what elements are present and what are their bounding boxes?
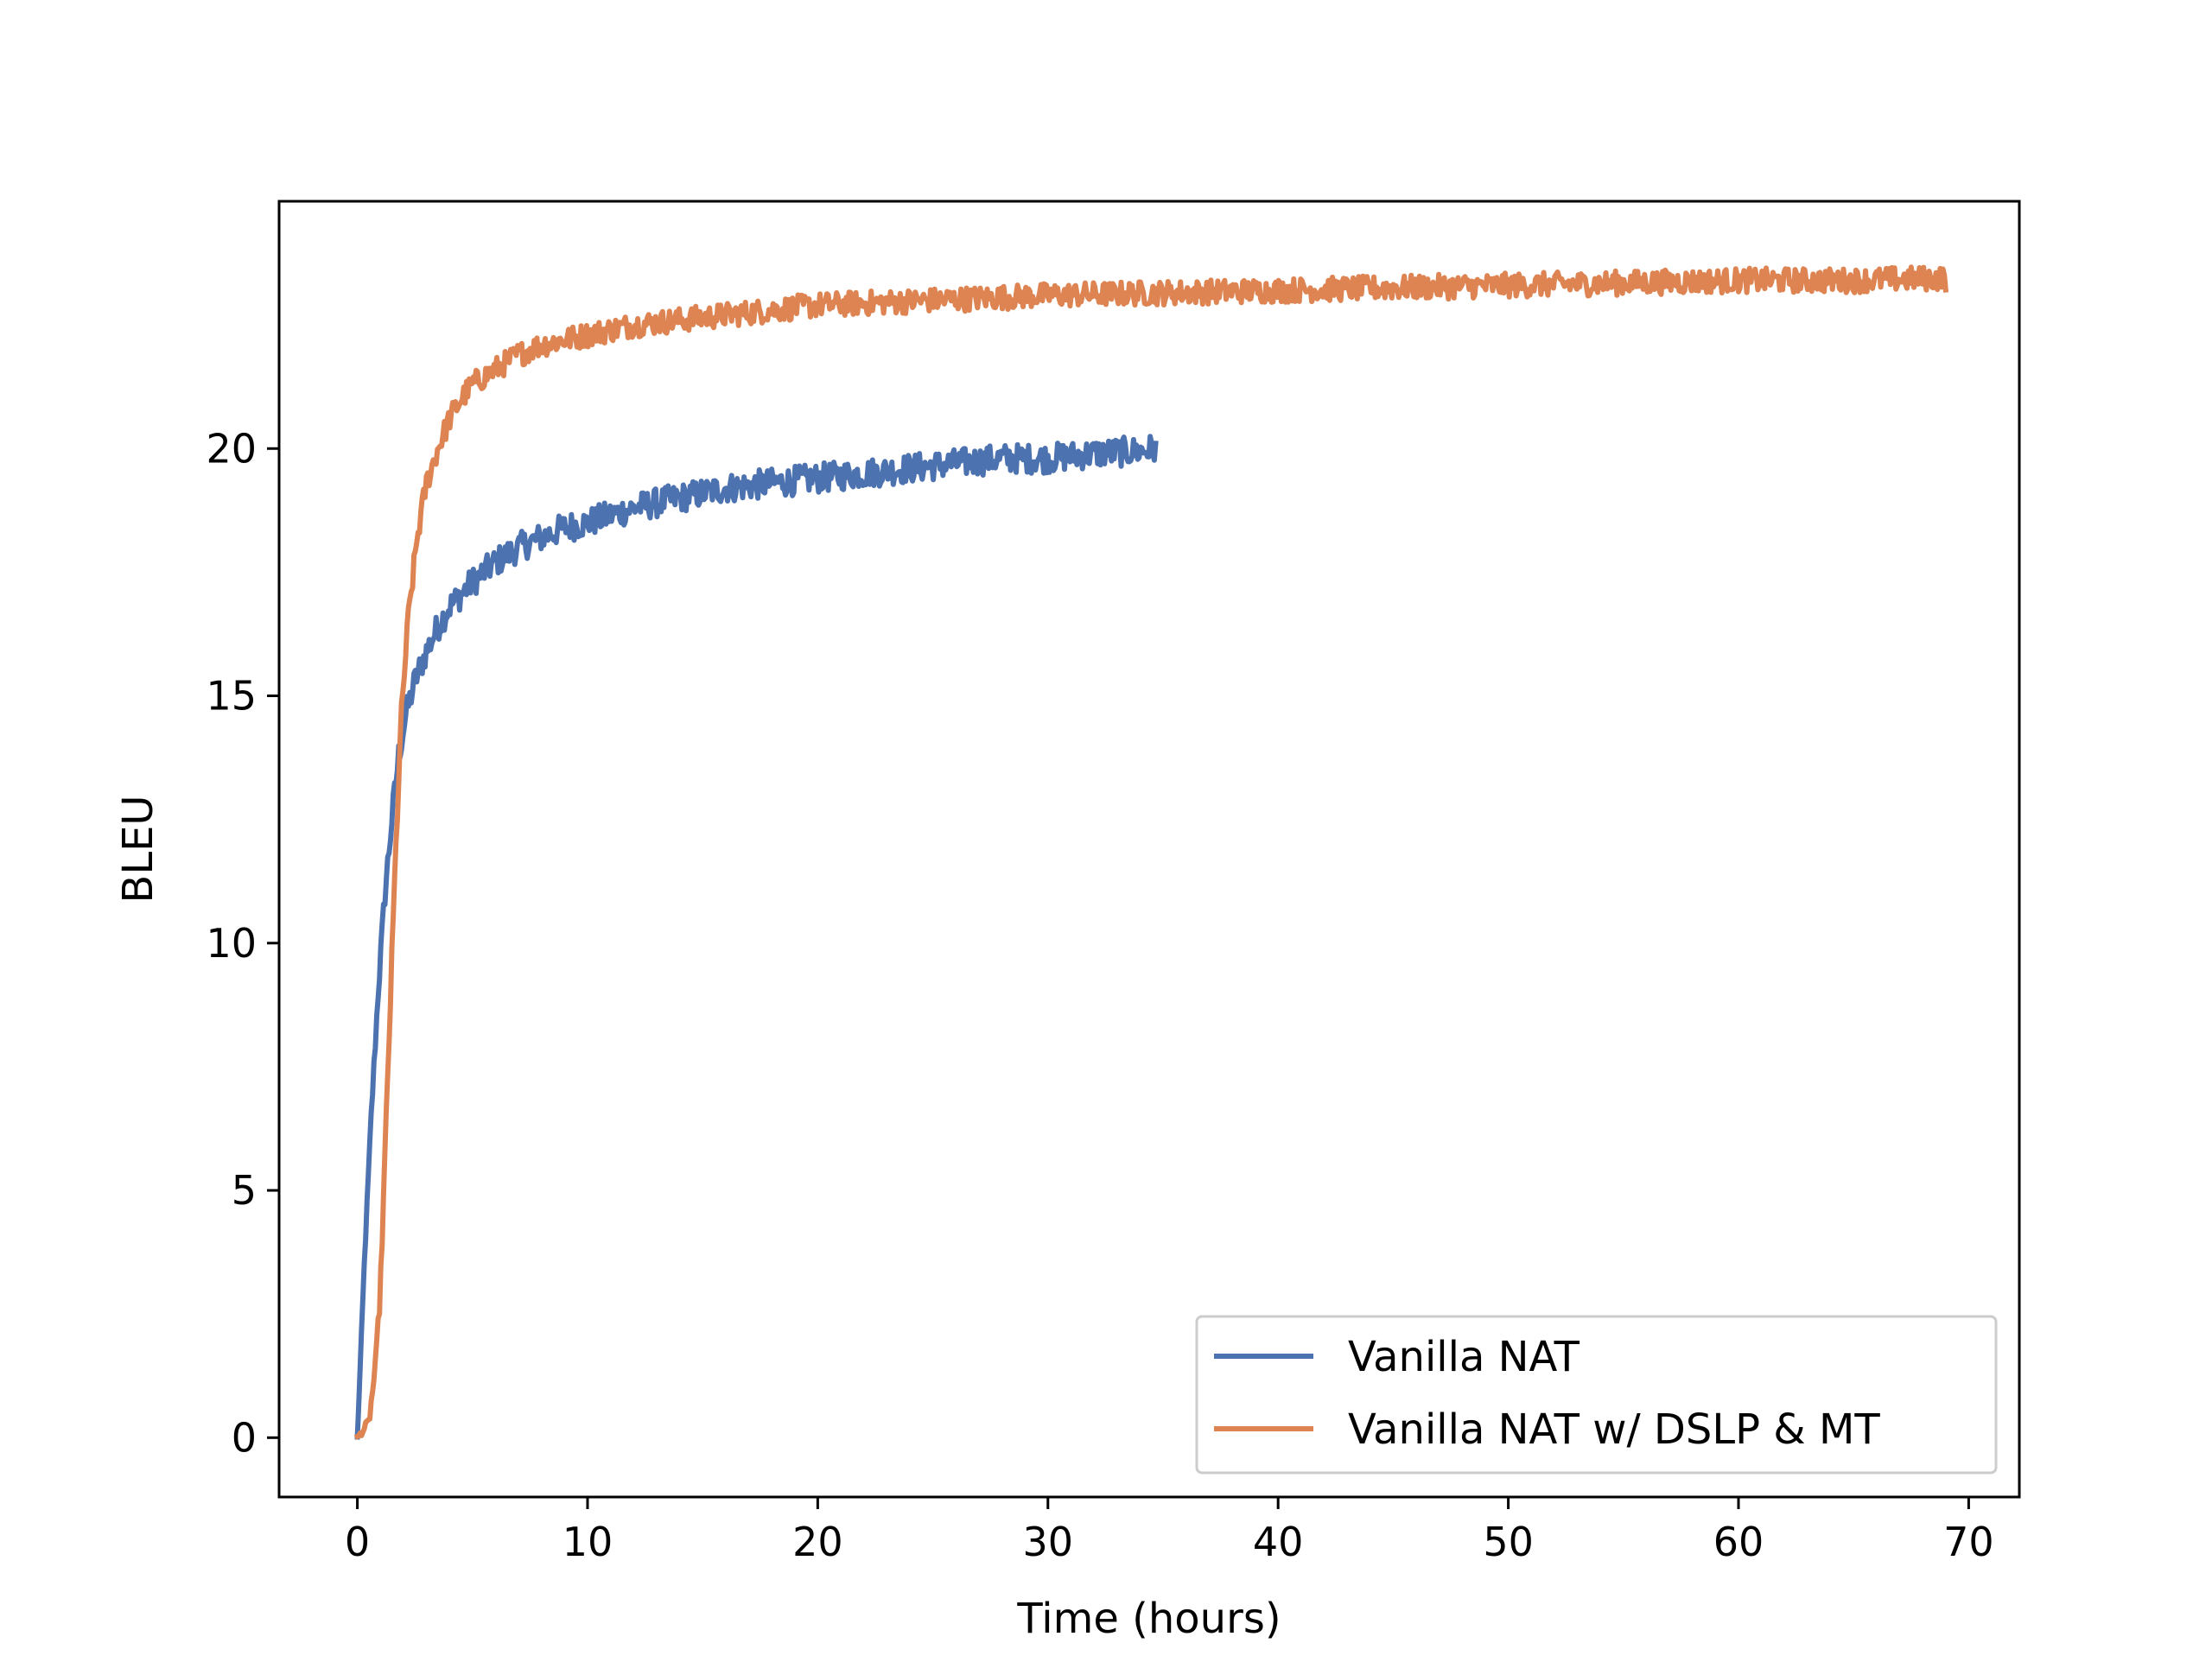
legend-box — [1195, 1315, 1998, 1475]
x-tick-label: 10 — [563, 1519, 613, 1565]
legend-label-1: Vanilla NAT — [1348, 1333, 1580, 1381]
x-tick-label: 60 — [1713, 1519, 1764, 1565]
x-axis-ticks: 0 10 20 30 40 50 60 70 — [345, 1497, 1994, 1565]
series-line-2 — [353, 264, 1949, 1440]
legend-label-2: Vanilla NAT w/ DSLP & MT — [1348, 1405, 1880, 1454]
y-tick-label: 20 — [206, 425, 257, 472]
series-line-1 — [354, 434, 1159, 1440]
y-axis-label: BLEU — [114, 795, 162, 903]
y-axis-ticks: 0 5 10 15 20 — [206, 425, 279, 1461]
series-layer — [353, 264, 1949, 1440]
x-tick-label: 30 — [1023, 1519, 1074, 1565]
x-tick-label: 20 — [792, 1519, 843, 1565]
legend: Vanilla NAT Vanilla NAT w/ DSLP & MT — [1195, 1315, 1998, 1475]
x-tick-label: 40 — [1253, 1519, 1304, 1565]
x-tick-label: 0 — [345, 1519, 370, 1565]
y-tick-label: 10 — [206, 920, 257, 967]
y-tick-label: 15 — [206, 673, 257, 720]
y-tick-label: 0 — [232, 1414, 257, 1461]
x-axis-label: Time (hours) — [1016, 1595, 1281, 1643]
x-tick-label: 70 — [1943, 1519, 1994, 1565]
y-tick-label: 5 — [232, 1167, 257, 1214]
legend-items: Vanilla NAT Vanilla NAT w/ DSLP & MT — [1214, 1333, 1880, 1454]
x-tick-label: 50 — [1483, 1519, 1534, 1565]
plot-area-frame — [277, 200, 2021, 1499]
